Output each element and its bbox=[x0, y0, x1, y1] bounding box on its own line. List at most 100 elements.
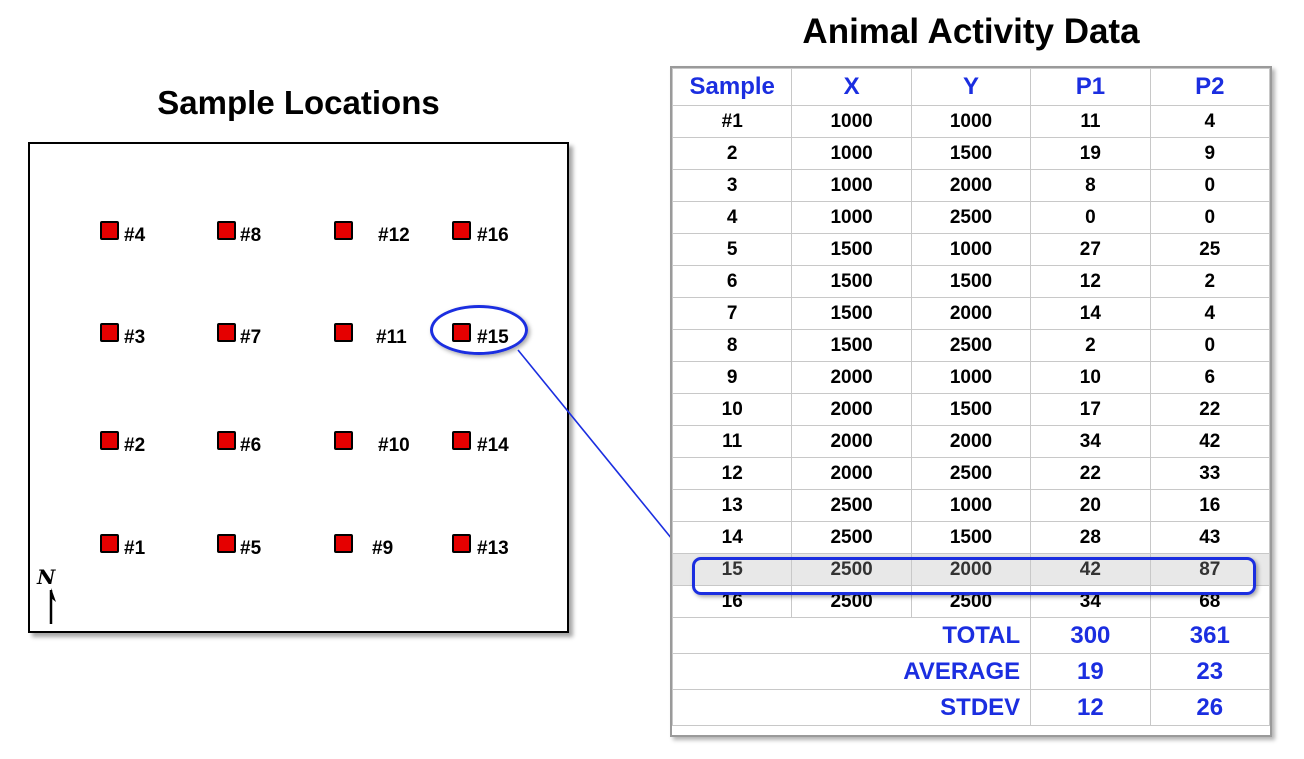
column-header: P2 bbox=[1149, 68, 1271, 106]
site-label: #13 bbox=[477, 538, 509, 559]
sample-marker-icon bbox=[334, 323, 353, 342]
table-cell: 2000 bbox=[791, 361, 912, 394]
summary-value: 361 bbox=[1149, 617, 1271, 654]
sample-site: #6 bbox=[217, 431, 307, 459]
north-label: N bbox=[36, 565, 56, 589]
table-cell: 2500 bbox=[910, 457, 1032, 490]
table-cell: 16 bbox=[671, 585, 793, 618]
table-cell: 8 bbox=[671, 329, 793, 362]
table-row: 4 1000 2500 0 0 bbox=[671, 201, 1271, 234]
table-cell: 2000 bbox=[791, 393, 912, 426]
table-cell: 1000 bbox=[791, 201, 912, 234]
summary-row-stdev: STDEV 12 26 bbox=[671, 689, 1271, 726]
table-cell: 14 bbox=[671, 521, 793, 554]
table-cell: 13 bbox=[671, 489, 793, 522]
table-cell: 1500 bbox=[791, 233, 912, 266]
table-cell: 17 bbox=[1030, 393, 1151, 426]
table-cell: 1500 bbox=[791, 265, 912, 298]
table-row: 2 1000 1500 19 9 bbox=[671, 137, 1271, 170]
summary-label: STDEV bbox=[671, 689, 1032, 726]
sample-site: #10 bbox=[334, 431, 424, 459]
highlight-row-outline bbox=[692, 557, 1256, 595]
table-cell: 27 bbox=[1030, 233, 1151, 266]
column-header: Y bbox=[910, 68, 1032, 106]
sample-marker-icon bbox=[452, 221, 471, 240]
sample-site: #9 bbox=[334, 534, 424, 562]
table-cell: 1500 bbox=[910, 265, 1032, 298]
table-cell: 2500 bbox=[791, 489, 912, 522]
table-cell: 20 bbox=[1030, 489, 1151, 522]
site-label: #12 bbox=[378, 225, 410, 246]
table-cell: 43 bbox=[1149, 521, 1271, 554]
table-cell: 0 bbox=[1149, 169, 1271, 202]
summary-row-average: AVERAGE 19 23 bbox=[671, 653, 1271, 690]
table-row: 11 2000 2000 34 42 bbox=[671, 425, 1271, 458]
table-cell: 2000 bbox=[791, 425, 912, 458]
site-label: #7 bbox=[240, 327, 262, 348]
site-label: #5 bbox=[240, 538, 262, 559]
table-title: Animal Activity Data bbox=[802, 12, 1140, 51]
summary-row-total: TOTAL 300 361 bbox=[671, 617, 1271, 654]
sample-site: #11 bbox=[334, 323, 424, 351]
table-cell: 33 bbox=[1149, 457, 1271, 490]
site-label: #9 bbox=[372, 538, 394, 559]
table-cell: 1000 bbox=[910, 105, 1032, 138]
summary-label: AVERAGE bbox=[671, 653, 1032, 690]
table-cell: 2500 bbox=[910, 329, 1032, 362]
summary-value: 300 bbox=[1030, 617, 1151, 654]
summary-value: 23 bbox=[1149, 653, 1271, 690]
site-label: #1 bbox=[124, 538, 146, 559]
table-cell: 0 bbox=[1149, 329, 1271, 362]
table-cell: 22 bbox=[1030, 457, 1151, 490]
table-row: #1 1000 1000 11 4 bbox=[671, 105, 1271, 138]
table-cell: 1000 bbox=[791, 105, 912, 138]
table-cell: 0 bbox=[1030, 201, 1151, 234]
sample-marker-icon bbox=[452, 534, 471, 553]
north-arrow-icon: N bbox=[36, 565, 56, 624]
table-row: 8 1500 2500 2 0 bbox=[671, 329, 1271, 362]
sample-marker-icon bbox=[217, 323, 236, 342]
summary-label: TOTAL bbox=[671, 617, 1032, 654]
table-cell: 34 bbox=[1030, 425, 1151, 458]
summary-value: 12 bbox=[1030, 689, 1151, 726]
table-cell: 2500 bbox=[791, 521, 912, 554]
sample-marker-icon bbox=[334, 431, 353, 450]
table-cell: 1500 bbox=[910, 393, 1032, 426]
table-cell: 12 bbox=[1030, 265, 1151, 298]
sample-site: #7 bbox=[217, 323, 307, 351]
table-cell: 1000 bbox=[791, 137, 912, 170]
table-cell: 42 bbox=[1149, 425, 1271, 458]
sample-marker-icon bbox=[100, 534, 119, 553]
table-cell: 4 bbox=[671, 201, 793, 234]
table-cell: 1500 bbox=[910, 137, 1032, 170]
table-cell: 22 bbox=[1149, 393, 1271, 426]
table-row: 9 2000 1000 10 6 bbox=[671, 361, 1271, 394]
table-cell: 1000 bbox=[791, 169, 912, 202]
table-cell: 2500 bbox=[910, 201, 1032, 234]
sample-site: #8 bbox=[217, 221, 307, 249]
table-cell: 1000 bbox=[910, 489, 1032, 522]
table-cell: 1500 bbox=[791, 329, 912, 362]
table-cell: 9 bbox=[671, 361, 793, 394]
table-row: 14 2500 1500 28 43 bbox=[671, 521, 1271, 554]
map-title: Sample Locations bbox=[157, 84, 440, 121]
site-label: #6 bbox=[240, 435, 262, 456]
table-row: 5 1500 1000 27 25 bbox=[671, 233, 1271, 266]
table-cell: 2 bbox=[1149, 265, 1271, 298]
site-label: #3 bbox=[124, 327, 146, 348]
sample-marker-icon bbox=[217, 534, 236, 553]
table-cell: 0 bbox=[1149, 201, 1271, 234]
table-cell: 16 bbox=[1149, 489, 1271, 522]
summary-value: 19 bbox=[1030, 653, 1151, 690]
column-header: P1 bbox=[1030, 68, 1151, 106]
summary-value: 26 bbox=[1149, 689, 1271, 726]
column-header: X bbox=[791, 68, 912, 106]
table-cell: 12 bbox=[671, 457, 793, 490]
site-label: #2 bbox=[124, 435, 146, 456]
sample-marker-icon bbox=[452, 431, 471, 450]
table-cell: 2 bbox=[671, 137, 793, 170]
table-cell: 10 bbox=[1030, 361, 1151, 394]
table-cell: #1 bbox=[671, 105, 793, 138]
column-header: Sample bbox=[671, 68, 793, 106]
table-cell: 1500 bbox=[791, 297, 912, 330]
